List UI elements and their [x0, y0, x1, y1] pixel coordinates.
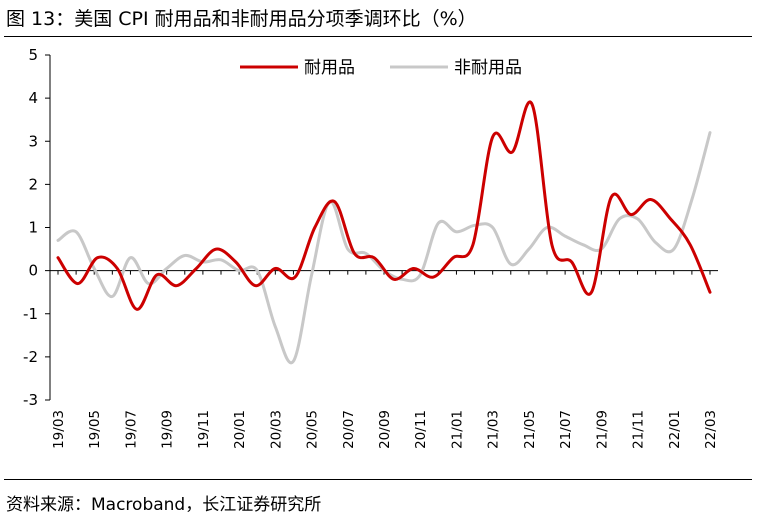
y-tick-label: 4: [28, 89, 38, 107]
x-tick-label: 19/07: [123, 410, 139, 449]
legend-label-nondurable: 非耐用品: [454, 58, 522, 78]
x-tick-label: 22/03: [703, 410, 719, 449]
x-tick-label: 20/05: [305, 410, 321, 449]
figure-title: 图 13：美国 CPI 耐用品和非耐用品分项季调环比（%）: [6, 8, 477, 30]
x-tick-label: 20/03: [268, 410, 284, 449]
y-tick-label: 2: [28, 175, 38, 193]
y-tick-label: 5: [28, 46, 38, 64]
x-tick-label: 21/01: [449, 410, 465, 449]
series-line-nondurable: [56, 131, 712, 365]
y-tick-label: 0: [28, 262, 38, 280]
x-tick-label: 19/11: [196, 410, 212, 449]
x-tick-label: 21/03: [486, 410, 502, 449]
y-tick-label: -2: [23, 348, 38, 366]
x-tick-label: 20/09: [377, 410, 393, 449]
y-tick-label: 3: [28, 132, 38, 150]
x-tick-label: 20/07: [341, 410, 357, 449]
x-tick-label: 21/07: [558, 410, 574, 449]
legend-label-durable: 耐用品: [304, 58, 355, 78]
x-tick-label: 21/09: [594, 410, 610, 449]
x-tick-label: 19/03: [51, 410, 67, 449]
line-chart: -3 -2 -1 0 1 2 3 4 5 19/03 19/05 19/07 19/09 19/11 20/…: [23, 46, 719, 449]
x-tick-label: 19/09: [160, 410, 176, 449]
x-tick-label: 20/11: [413, 410, 429, 449]
source-rule: [4, 479, 752, 480]
x-tick-label: 19/05: [87, 410, 103, 449]
series-line-durable: [56, 100, 712, 311]
x-tick-label: 20/01: [232, 410, 248, 449]
x-tick-label: 21/11: [631, 410, 647, 449]
source-note: 资料来源：Macroband，长江证券研究所: [6, 495, 322, 515]
x-tick-label: 22/01: [667, 410, 683, 449]
title-rule: [4, 36, 752, 37]
y-tick-label: 1: [28, 219, 38, 237]
x-tick-label: 21/05: [522, 410, 538, 449]
y-tick-label: -1: [23, 305, 38, 323]
y-tick-label: -3: [23, 391, 38, 409]
